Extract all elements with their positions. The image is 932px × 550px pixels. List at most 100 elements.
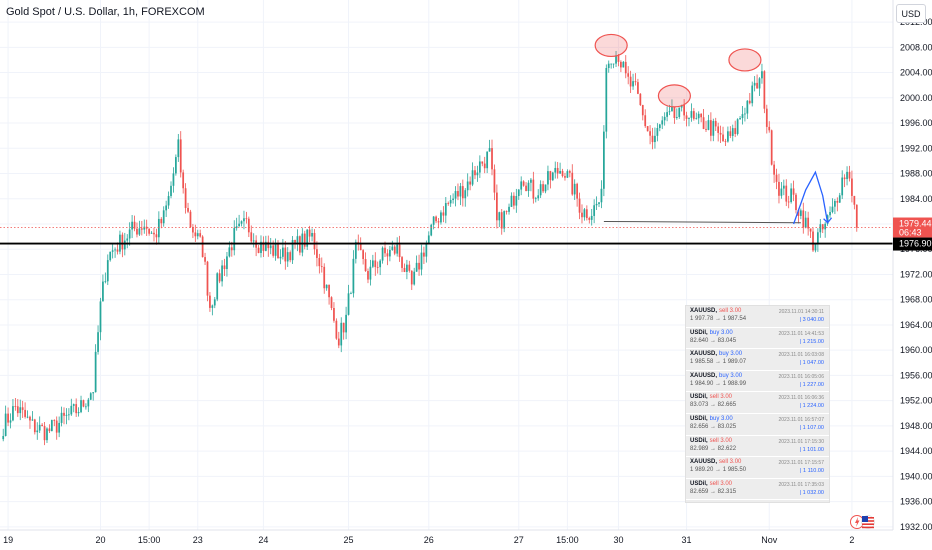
candle xyxy=(21,400,24,418)
symbol-title: Gold Spot / U.S. Dollar, 1h, FOREXCOM xyxy=(6,6,205,18)
candle xyxy=(848,165,851,182)
candle xyxy=(133,215,136,232)
candle xyxy=(846,166,848,186)
trade-side: buy 3.00 xyxy=(719,351,743,358)
candle xyxy=(162,206,165,227)
candle xyxy=(313,229,316,255)
candle xyxy=(299,235,301,256)
price-tick-label: 1984.00 xyxy=(900,194,932,204)
candle xyxy=(568,169,571,178)
trade-prices: 1 985.58 → 1 989.07 xyxy=(690,359,747,366)
candle xyxy=(2,428,5,442)
highlight-circle xyxy=(657,84,691,108)
candle xyxy=(255,235,258,257)
trade-profit: | 1 101.00 xyxy=(799,446,824,453)
support-label-bg xyxy=(893,237,932,251)
candle xyxy=(517,189,520,200)
candle xyxy=(406,259,408,280)
candle xyxy=(106,254,109,286)
trade-time: 2023.11.01 17:15:57 xyxy=(778,460,824,467)
candle xyxy=(734,120,737,138)
candle xyxy=(595,196,598,211)
trade-time: 2023.11.01 14:41:53 xyxy=(778,330,824,337)
candle xyxy=(590,208,593,226)
candle xyxy=(320,257,323,273)
time-axis: 19 20 15:00 23 24 25 26 27 15:00 30 31 Nov 2 xyxy=(0,529,893,545)
time-tick-label: 24 xyxy=(258,535,268,545)
candle xyxy=(824,221,827,238)
candle xyxy=(398,235,401,262)
time-tick-label: 30 xyxy=(613,535,623,545)
candle xyxy=(437,218,440,229)
candle xyxy=(727,126,729,143)
candle xyxy=(756,74,758,89)
currency-button[interactable]: USD xyxy=(896,4,926,23)
candle xyxy=(602,125,605,197)
trade-profit: | 1 215.00 xyxy=(799,338,824,345)
candle xyxy=(724,138,727,146)
candle xyxy=(712,118,715,142)
candle xyxy=(75,398,78,417)
price-tick-label: 1988.00 xyxy=(900,169,932,179)
candle xyxy=(257,244,260,254)
candle xyxy=(189,209,192,229)
candle xyxy=(566,169,569,178)
candle xyxy=(160,217,163,229)
trade-side: sell 3.00 xyxy=(709,480,733,487)
candle xyxy=(165,200,168,217)
candle xyxy=(274,238,277,261)
trade-row: XAUUSD, buy 3.00 1 985.58 → 1 989.07 2023.1… xyxy=(686,349,829,371)
candle xyxy=(7,407,9,427)
candle xyxy=(768,121,771,133)
candle xyxy=(605,64,608,139)
candle xyxy=(714,117,717,132)
candle xyxy=(459,182,462,206)
candle xyxy=(26,410,29,419)
time-tick-label: 20 xyxy=(95,535,105,545)
candle xyxy=(201,235,204,258)
candle xyxy=(391,240,394,251)
candle xyxy=(19,399,22,421)
candle xyxy=(126,234,129,249)
candle xyxy=(252,233,255,248)
candle xyxy=(527,180,530,197)
candle xyxy=(170,181,172,199)
candle xyxy=(556,161,559,179)
candle xyxy=(136,222,138,238)
candle xyxy=(50,419,53,432)
candle xyxy=(486,151,489,174)
candle xyxy=(814,242,817,253)
candle xyxy=(119,230,121,255)
candle xyxy=(316,241,318,267)
candle xyxy=(442,206,445,223)
candle xyxy=(235,217,238,231)
candle xyxy=(218,269,221,284)
trade-symbol: USDil, xyxy=(690,415,708,422)
candle xyxy=(457,183,459,201)
price-tick-label: 1940.00 xyxy=(900,471,932,481)
candle xyxy=(782,179,785,196)
candle xyxy=(350,291,352,295)
trade-side: sell 3.00 xyxy=(709,437,733,444)
candle xyxy=(48,424,51,434)
candle xyxy=(481,161,484,167)
candle xyxy=(549,170,552,189)
candle xyxy=(209,292,211,312)
time-tick-label: 23 xyxy=(193,535,203,545)
price-tick-label: 2004.00 xyxy=(900,68,932,78)
candle xyxy=(478,155,481,178)
candle xyxy=(598,202,600,207)
candle xyxy=(29,415,31,429)
trade-time: 2023.11.01 17:15:30 xyxy=(778,438,824,445)
candle xyxy=(16,399,19,417)
candle xyxy=(641,104,644,121)
candle xyxy=(632,73,634,90)
candle xyxy=(807,211,810,236)
time-tick-label: 26 xyxy=(424,535,434,545)
candle xyxy=(542,180,544,194)
candle xyxy=(388,245,391,262)
candle xyxy=(537,189,540,201)
candle xyxy=(179,131,182,178)
trade-symbol: XAUUSD, xyxy=(690,372,718,379)
